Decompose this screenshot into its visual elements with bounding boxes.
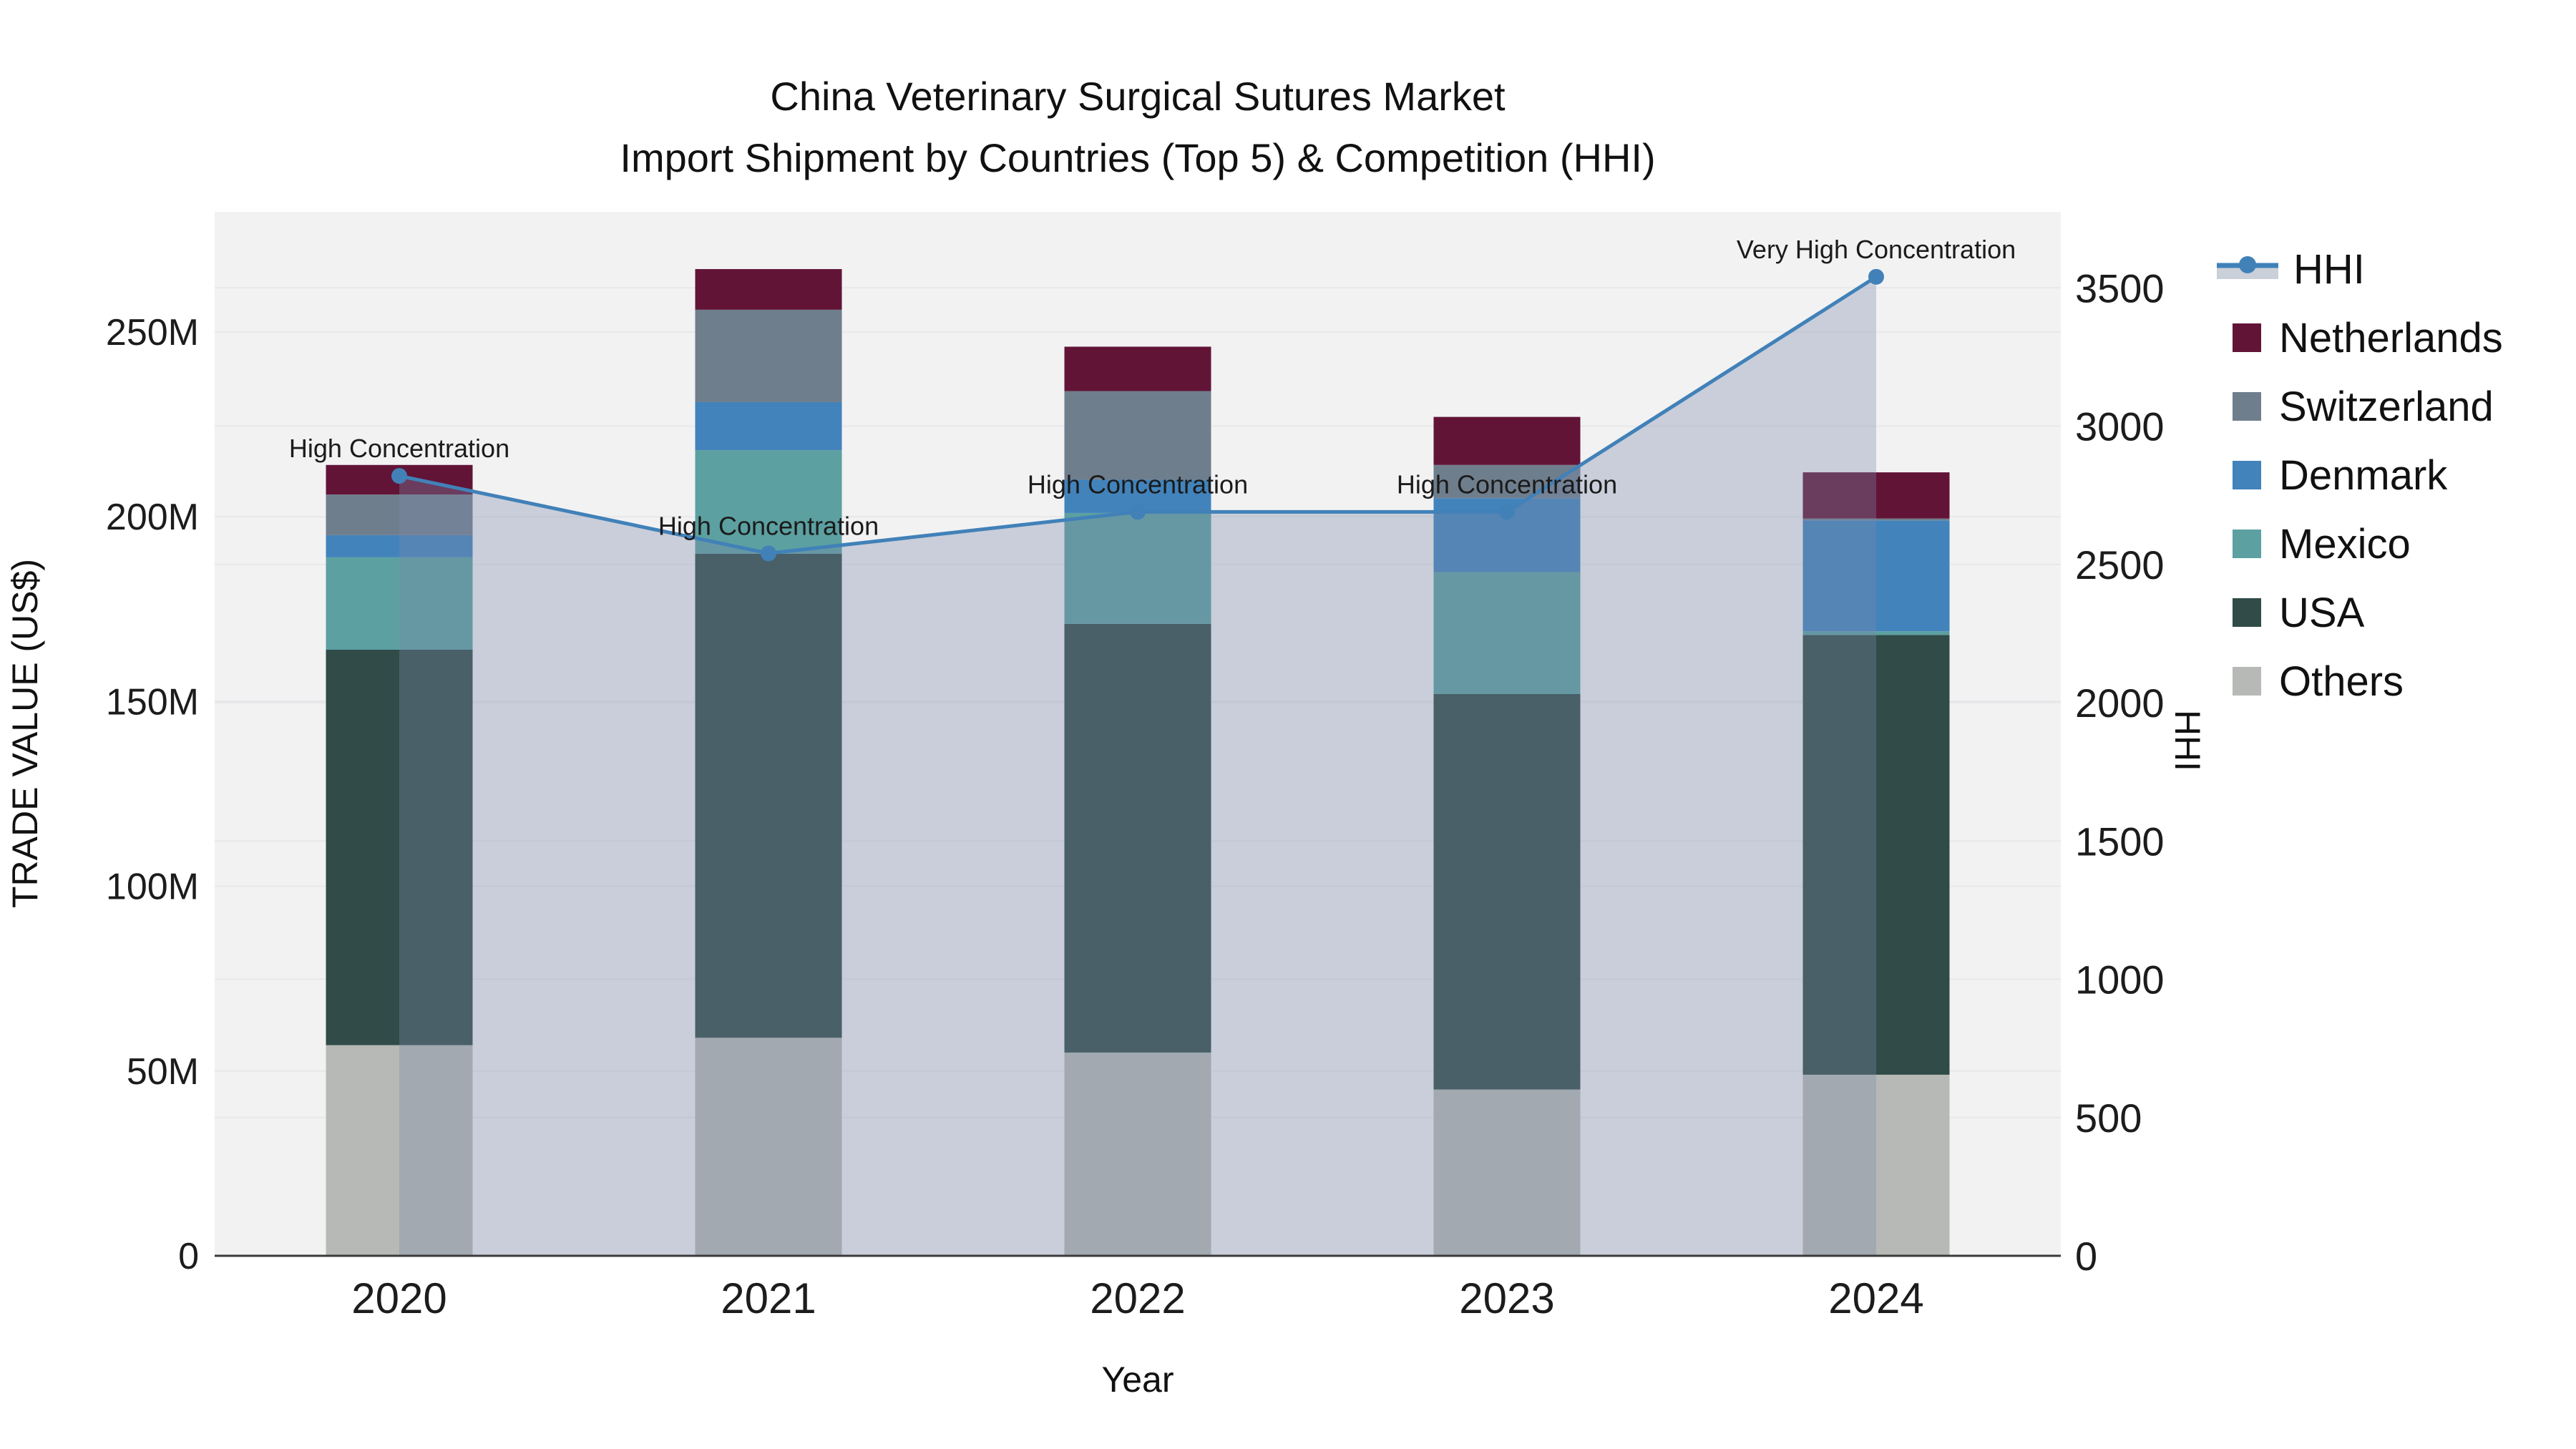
x-tick-2024: 2024 [1828, 1274, 1923, 1322]
legend-label-denmark: Denmark [2279, 452, 2448, 499]
y-right-tick-0: 0 [2075, 1234, 2097, 1279]
legend-item-usa[interactable]: USA [2217, 578, 2503, 647]
bar-segment-mexico-2021[interactable] [695, 450, 842, 554]
hhi-marker-2020[interactable] [391, 468, 407, 484]
bar-segment-switzerland-2022[interactable] [1064, 391, 1211, 480]
hhi-marker-2022[interactable] [1130, 504, 1146, 520]
legend-label-mexico: Mexico [2279, 520, 2411, 567]
bar-segment-usa-2024[interactable] [1802, 635, 1950, 1075]
legend-swatch-usa [2233, 598, 2261, 627]
annotation-2020: High Concentration [289, 434, 509, 463]
bar-segment-netherlands-2021[interactable] [695, 269, 842, 310]
y-right-tick-2000: 2000 [2075, 680, 2165, 726]
legend-label-usa: USA [2279, 589, 2365, 636]
legend-swatch-mexico [2233, 530, 2261, 558]
bar-segment-mexico-2024[interactable] [1802, 631, 1950, 635]
y-right-tick-2500: 2500 [2075, 542, 2165, 587]
bar-segment-switzerland-2021[interactable] [695, 309, 842, 402]
legend-item-netherlands[interactable]: Netherlands [2217, 303, 2503, 372]
x-tick-2022: 2022 [1090, 1274, 1185, 1322]
legend-swatch-denmark [2233, 461, 2261, 489]
legend-label-others: Others [2279, 658, 2404, 705]
bar-segment-mexico-2022[interactable] [1064, 512, 1211, 624]
bar-segment-usa-2020[interactable] [326, 650, 473, 1045]
bar-segment-denmark-2020[interactable] [326, 535, 473, 557]
bar-segment-mexico-2023[interactable] [1433, 572, 1581, 694]
y-left-tick-150M: 150M [106, 681, 199, 723]
chart-title: China Veterinary Surgical Sutures Market [770, 74, 1506, 119]
annotation-2023: High Concentration [1397, 469, 1617, 499]
y-right-tick-500: 500 [2075, 1096, 2142, 1141]
y-left-tick-50M: 50M [127, 1051, 199, 1093]
bar-segment-others-2021[interactable] [695, 1038, 842, 1256]
y-right-tick-3000: 3000 [2075, 404, 2165, 449]
bar-segment-others-2022[interactable] [1064, 1052, 1211, 1256]
bar-segment-netherlands-2022[interactable] [1064, 346, 1211, 391]
bar-segment-denmark-2021[interactable] [695, 401, 842, 451]
legend: HHI Netherlands Switzerland Denmark Mexico US… [2217, 235, 2503, 716]
legend-item-denmark[interactable]: Denmark [2217, 441, 2503, 509]
legend-item-switzerland[interactable]: Switzerland [2217, 372, 2503, 441]
bar-segment-usa-2021[interactable] [695, 553, 842, 1038]
y-left-tick-100M: 100M [106, 867, 199, 908]
y-right-axis-title: HHI [2167, 710, 2207, 771]
y-right-tick-3500: 3500 [2075, 265, 2165, 311]
y-right-tick-1000: 1000 [2075, 957, 2165, 1002]
hhi-marker-2024[interactable] [1868, 268, 1884, 285]
bar-segment-others-2023[interactable] [1433, 1089, 1581, 1256]
legend-item-mexico[interactable]: Mexico [2217, 509, 2503, 578]
legend-label-hhi: HHI [2293, 245, 2365, 293]
hhi-marker-2023[interactable] [1499, 504, 1515, 520]
bar-segment-switzerland-2024[interactable] [1802, 518, 1950, 521]
annotation-2022: High Concentration [1028, 469, 1248, 499]
legend-swatch-hhi-line-icon [2217, 253, 2278, 285]
bar-segment-netherlands-2023[interactable] [1433, 416, 1581, 465]
y-left-tick-250M: 250M [106, 312, 199, 353]
bar-segment-others-2024[interactable] [1802, 1074, 1950, 1256]
legend-swatch-others [2233, 667, 2261, 696]
x-tick-2020: 2020 [351, 1274, 447, 1322]
bar-segment-netherlands-2024[interactable] [1802, 472, 1950, 519]
x-tick-2021: 2021 [721, 1274, 816, 1322]
bar-segment-switzerland-2020[interactable] [326, 494, 473, 535]
y-left-tick-200M: 200M [106, 497, 199, 538]
x-tick-2023: 2023 [1459, 1274, 1554, 1322]
legend-label-netherlands: Netherlands [2279, 314, 2503, 361]
bar-segment-denmark-2024[interactable] [1802, 520, 1950, 632]
chart-subtitle: Import Shipment by Countries (Top 5) & C… [620, 135, 1656, 180]
legend-swatch-netherlands [2233, 323, 2261, 352]
x-axis-title: Year [1101, 1360, 1174, 1400]
legend-item-others[interactable]: Others [2217, 647, 2503, 716]
legend-item-hhi[interactable]: HHI [2217, 235, 2503, 303]
legend-swatch-switzerland [2233, 392, 2261, 421]
bar-segment-mexico-2020[interactable] [326, 557, 473, 650]
hhi-marker-2021[interactable] [761, 545, 776, 562]
annotation-2021: High Concentration [658, 511, 879, 540]
bar-segment-usa-2022[interactable] [1064, 623, 1211, 1053]
y-right-tick-1500: 1500 [2075, 819, 2165, 864]
bar-segment-usa-2023[interactable] [1433, 693, 1581, 1090]
legend-label-switzerland: Switzerland [2279, 383, 2494, 430]
hhi-area [399, 276, 1876, 1256]
annotation-2024: Very High Concentration [1737, 235, 2016, 264]
y-left-axis-title: TRADE VALUE (US$) [5, 559, 45, 908]
y-left-tick-0: 0 [178, 1236, 199, 1277]
bar-segment-others-2020[interactable] [326, 1045, 473, 1256]
